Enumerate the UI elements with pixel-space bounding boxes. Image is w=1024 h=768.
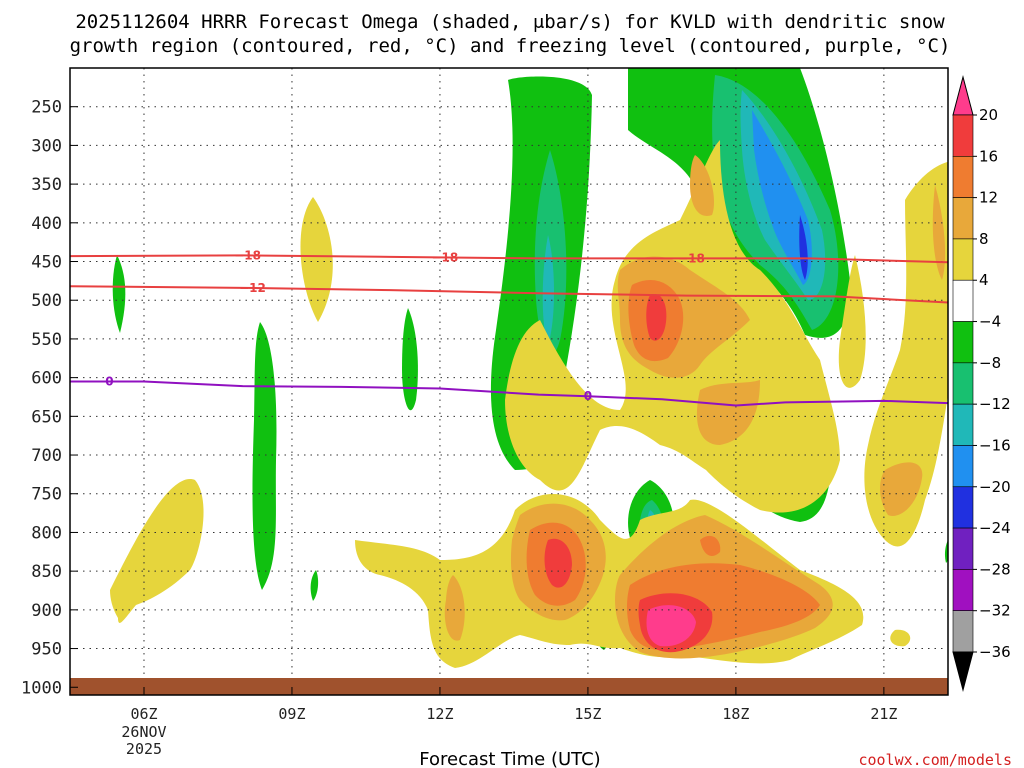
y-tick-label: 450	[31, 253, 62, 273]
colorbar-label: −16	[979, 436, 1011, 454]
y-tick-label: 850	[31, 562, 62, 582]
x-tick-label: 09Z	[278, 705, 305, 723]
y-tick-label: 350	[31, 175, 62, 195]
contour-label: −18	[234, 248, 261, 262]
contour-label: −18	[678, 251, 705, 265]
colorbar-swatch	[952, 197, 974, 240]
y-tick-label: 250	[31, 98, 62, 118]
contour-label: 0	[105, 375, 113, 389]
colorbar-swatch	[952, 362, 974, 405]
colorbar-label: −4	[979, 313, 1001, 331]
colorbar-top-triangle	[952, 75, 974, 116]
plot-frame	[69, 67, 949, 696]
x-tick-label: 12Z	[426, 705, 453, 723]
y-tick-label: 550	[31, 330, 62, 350]
x-tick-label: 06Z	[130, 705, 157, 723]
colorbar-label: −36	[979, 643, 1011, 661]
ground-strip	[70, 678, 948, 695]
plot-grid	[70, 68, 948, 695]
colorbar-swatch	[952, 114, 974, 157]
contour-label: −18	[431, 250, 458, 264]
y-tick-label: 800	[31, 523, 62, 543]
colorbar-swatch	[952, 403, 974, 446]
chart-title-line-2: growth region (contoured, red, °C) and f…	[70, 35, 951, 57]
y-tick-label: 1000	[21, 678, 62, 698]
colorbar-swatch	[952, 610, 974, 653]
colorbar-swatch	[952, 279, 974, 322]
x-tick-label: 21Z	[870, 705, 897, 723]
omega-downward-red-cores	[544, 294, 713, 653]
y-tick-label: 600	[31, 369, 62, 389]
colorbar-swatch	[952, 238, 974, 281]
colorbar-swatch	[952, 527, 974, 570]
x-tick-label: 18Z	[722, 705, 749, 723]
y-axis: 250 300 350 400 450 500 550 600 650 700 750 800 850 9…	[21, 98, 78, 698]
credit-text: coolwx.com/models	[858, 751, 1012, 768]
colorbar-label: −20	[979, 478, 1011, 496]
x-tick-date-label: 26NOV	[121, 723, 166, 741]
y-tick-label: 500	[31, 291, 62, 311]
colorbar-label: −12	[979, 395, 1011, 413]
colorbar: 20 16 12 8 4 −4 −8 −12 −16 −20 −24 −28 −32 −36	[952, 75, 1011, 692]
colorbar-swatch	[952, 445, 974, 488]
contour-line	[70, 380, 949, 407]
y-tick-label: 700	[31, 446, 62, 466]
contour-line	[69, 254, 949, 264]
colorbar-label: −8	[979, 354, 1001, 372]
colorbar-swatch	[952, 321, 974, 364]
colorbar-bottom-triangle	[952, 651, 974, 692]
colorbar-label: 4	[979, 271, 989, 289]
colorbar-swatch	[952, 486, 974, 529]
contour-line	[69, 285, 949, 304]
y-tick-label: 650	[31, 407, 62, 427]
y-tick-label: 750	[31, 485, 62, 505]
colorbar-label: −28	[979, 560, 1011, 578]
colorbar-swatch	[952, 569, 974, 611]
y-tick-label: 950	[31, 640, 62, 660]
x-axis-label: Forecast Time (UTC)	[419, 749, 600, 768]
x-tick-label: 15Z	[574, 705, 601, 723]
colorbar-swatch	[952, 156, 974, 198]
colorbar-label: 20	[979, 106, 998, 124]
y-tick-label: 400	[31, 214, 62, 234]
contour-label: 0	[584, 389, 592, 403]
chart-title-line-1: 2025112604 HRRR Forecast Omega (shaded, …	[75, 11, 945, 33]
colorbar-label: −32	[979, 602, 1011, 620]
omega-upward-plume-18z	[628, 68, 851, 338]
colorbar-label: −24	[979, 519, 1011, 537]
colorbar-label: 8	[979, 230, 989, 248]
x-tick-date-label: 2025	[126, 740, 162, 758]
temperature-contours: −18 −18 −18 −12 0 0	[69, 248, 949, 407]
y-tick-label: 300	[31, 136, 62, 156]
y-tick-label: 900	[31, 601, 62, 621]
colorbar-label: 16	[979, 147, 998, 165]
contour-label: −12	[239, 281, 266, 295]
colorbar-label: 12	[979, 189, 998, 207]
